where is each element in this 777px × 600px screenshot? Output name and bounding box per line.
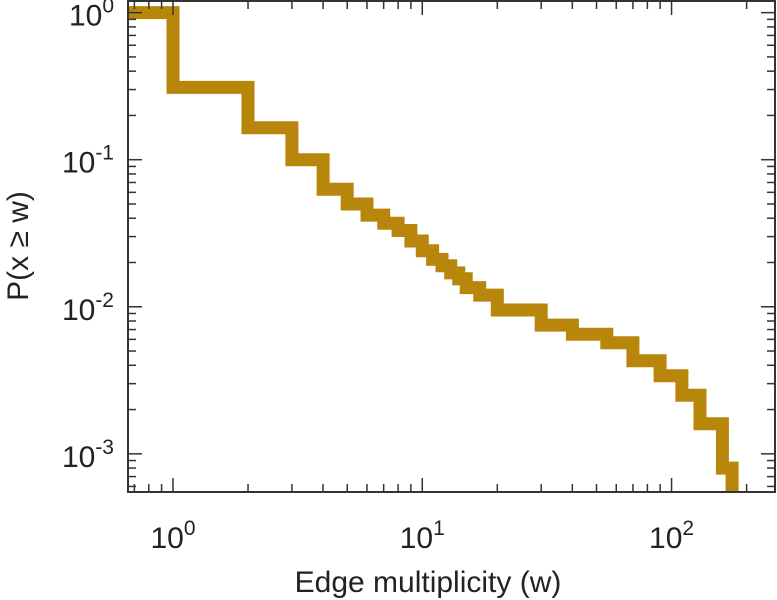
plot-frame [127, 0, 776, 493]
ticks-layer [128, 1, 775, 492]
series-layer [128, 6, 739, 492]
y-tick-label: 10-1 [62, 142, 114, 180]
y-axis-title: P(x ≥ w) [2, 191, 35, 301]
x-tick-label: 101 [400, 517, 445, 555]
x-tick-label: 100 [150, 517, 195, 555]
labels-layer: 100 101 102 100 10-1 10-2 10-3 [62, 0, 694, 555]
x-tick-label: 102 [649, 517, 694, 555]
y-tick-label: 100 [69, 0, 114, 33]
y-tick-label: 10-2 [62, 289, 114, 327]
series-0-line [128, 6, 739, 492]
y-tick-label: 10-3 [62, 436, 114, 474]
x-axis-title: Edge multiplicity (w) [295, 566, 562, 599]
